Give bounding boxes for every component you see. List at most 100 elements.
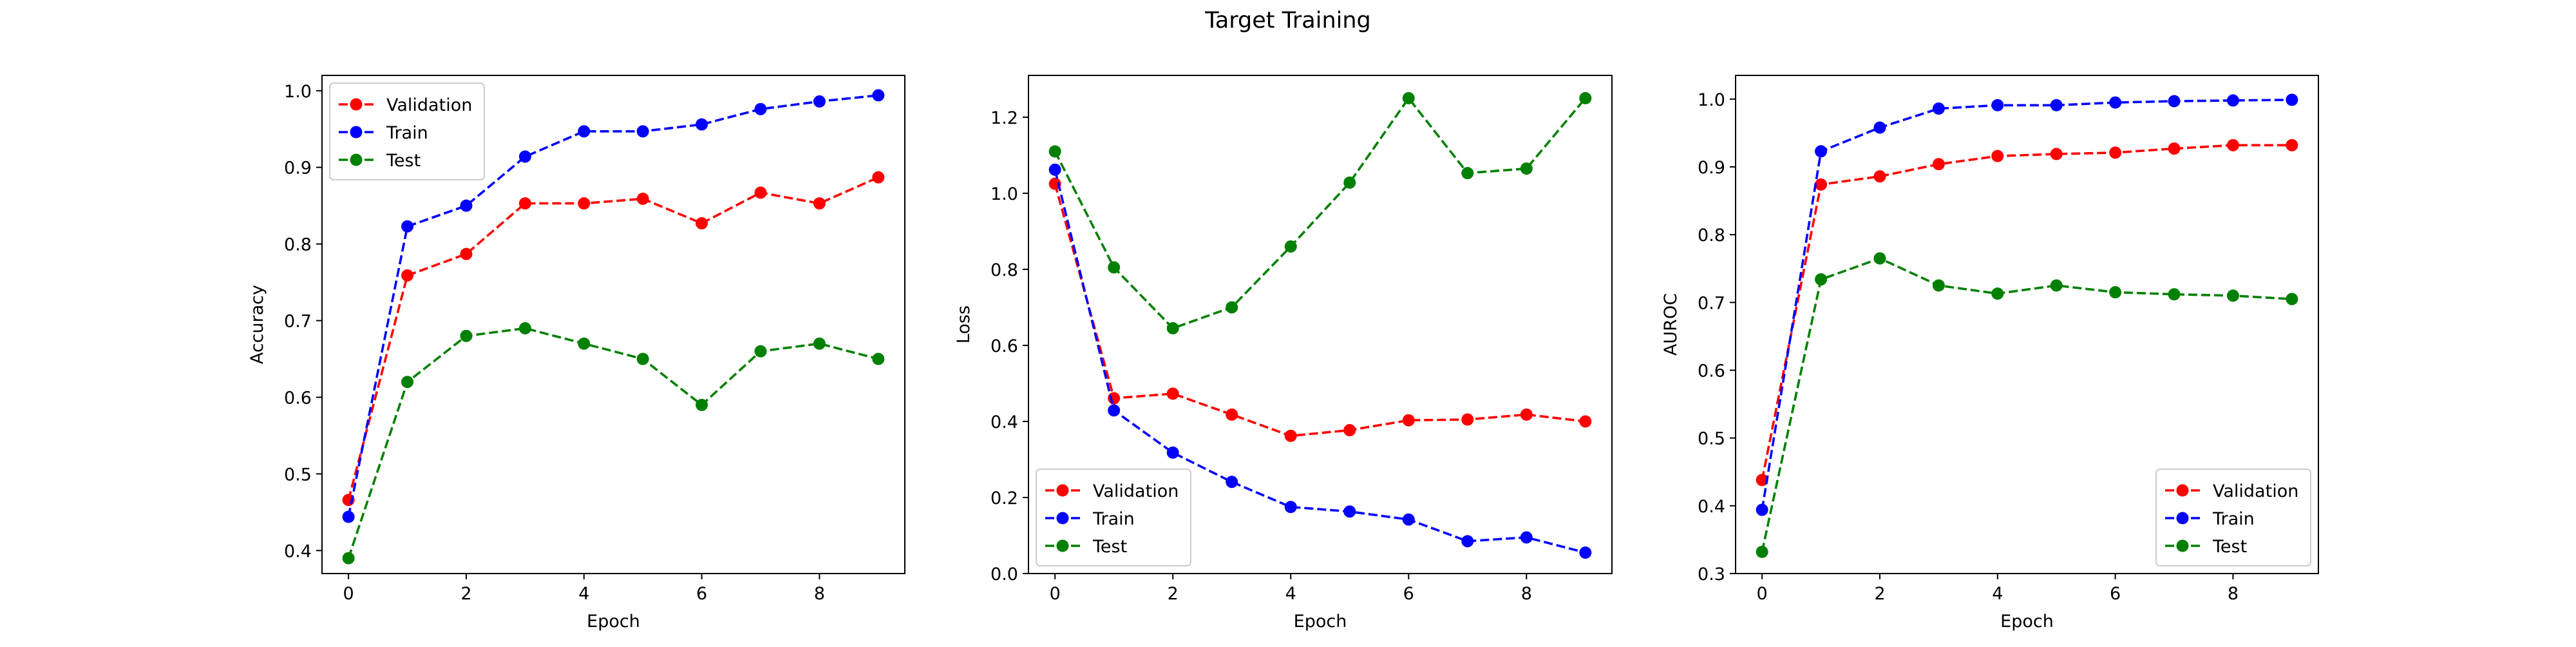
y-tick-label: 0.9 xyxy=(1698,158,1725,178)
x-tick-label: 0 xyxy=(343,584,354,604)
data-point-validation xyxy=(578,197,591,210)
x-tick-label: 2 xyxy=(1168,584,1179,604)
data-point-validation xyxy=(872,171,885,184)
data-point-validation xyxy=(1932,158,1945,171)
data-point-test xyxy=(2050,279,2063,292)
legend: Validation Train Test xyxy=(329,82,485,180)
data-point-validation xyxy=(2050,148,2063,160)
x-tick-label: 0 xyxy=(1757,584,1768,604)
data-point-test xyxy=(1343,176,1356,189)
y-tick-label: 0.6 xyxy=(1698,361,1725,381)
data-point-validation xyxy=(1108,392,1121,405)
series-line-train xyxy=(347,94,879,517)
x-tick-label: 2 xyxy=(460,584,471,604)
data-point-train xyxy=(2109,96,2122,109)
y-tick-label: 0.2 xyxy=(990,488,1018,508)
data-point-train xyxy=(1226,476,1238,488)
legend-label-train: Train xyxy=(2212,509,2255,529)
data-point-test xyxy=(1815,273,1828,286)
data-point-validation xyxy=(1991,150,2004,162)
legend-label-test: Test xyxy=(1092,537,1127,557)
series-line-test xyxy=(347,327,879,559)
data-point-test xyxy=(1873,252,1886,265)
data-point-test xyxy=(1402,92,1415,104)
chart-panel-3: 0 2 4 6 8 0.3 0.4 0.5 0.6 0.7 0.8 0.9 1.0 Epoch AUROC V… xyxy=(1661,75,2319,632)
data-point-test xyxy=(2109,286,2122,299)
data-point-test xyxy=(1284,240,1297,253)
data-point-validation xyxy=(1343,424,1356,437)
legend-marker-validation xyxy=(350,98,363,111)
data-point-train xyxy=(1108,404,1121,417)
x-tick-label: 0 xyxy=(1050,584,1061,604)
axes-frame xyxy=(321,75,905,574)
chart-panel-1: 0 2 4 6 8 0.4 0.5 0.6 0.7 0.8 0.9 1.0 Epoch Accuracy V… xyxy=(247,75,905,632)
data-point-train xyxy=(518,150,531,163)
data-point-train xyxy=(1461,535,1474,548)
legend-label-validation: Validation xyxy=(386,95,472,115)
data-point-test xyxy=(1461,167,1474,180)
data-point-test xyxy=(1579,92,1592,104)
data-point-test xyxy=(401,376,414,389)
series-line-validation xyxy=(347,176,879,501)
data-point-validation xyxy=(636,192,649,205)
y-tick-label: 0.7 xyxy=(1698,293,1725,313)
x-tick-label: 8 xyxy=(814,584,825,604)
data-point-validation xyxy=(1520,408,1533,421)
y-tick-label: 0.6 xyxy=(284,388,312,408)
y-tick-label: 0.9 xyxy=(284,159,312,179)
y-tick-label: 0.5 xyxy=(1698,429,1725,449)
legend-label-train: Train xyxy=(386,123,428,143)
chart-panel-2: 0 2 4 6 8 0.0 0.2 0.4 0.6 0.8 1.0 1.2 Epoch Loss Valid… xyxy=(954,75,1613,632)
x-axis-label: Epoch xyxy=(587,612,640,632)
data-point-train xyxy=(1873,121,1886,134)
y-tick-label: 1.0 xyxy=(284,82,312,102)
x-tick-label: 4 xyxy=(1992,584,2003,604)
data-point-train xyxy=(2286,93,2298,106)
data-point-test xyxy=(2286,293,2298,305)
data-point-train xyxy=(1815,145,1828,158)
x-tick-label: 2 xyxy=(1874,584,1885,604)
data-point-test xyxy=(460,329,473,342)
data-point-validation xyxy=(1815,178,1828,191)
y-tick-label: 0.4 xyxy=(284,541,312,561)
data-point-train xyxy=(1991,99,2004,111)
y-tick-label: 0.6 xyxy=(990,336,1018,356)
data-point-test xyxy=(578,337,591,350)
data-point-test xyxy=(754,345,767,358)
data-point-train xyxy=(1579,546,1592,559)
legend-marker-train xyxy=(2176,512,2189,525)
legend: Validation Train Test xyxy=(2155,468,2311,566)
data-point-test xyxy=(813,337,826,350)
data-point-test xyxy=(1520,162,1533,175)
y-tick-label: 0.7 xyxy=(284,312,312,332)
y-tick-label: 0.4 xyxy=(990,412,1018,432)
data-point-validation xyxy=(2109,146,2122,159)
legend-marker-test xyxy=(350,153,363,166)
data-point-validation xyxy=(2226,139,2239,151)
series-line-train xyxy=(1761,99,2292,510)
data-point-train xyxy=(1520,531,1533,544)
x-axis-label: Epoch xyxy=(2000,612,2054,632)
data-point-train xyxy=(401,220,414,233)
legend-box xyxy=(329,82,485,180)
x-tick-label: 6 xyxy=(696,584,707,604)
data-point-train xyxy=(813,95,826,108)
data-point-validation xyxy=(813,197,826,210)
data-point-validation xyxy=(2286,139,2298,151)
data-point-train xyxy=(1166,446,1179,459)
data-point-train xyxy=(1343,505,1356,518)
x-tick-label: 6 xyxy=(2110,584,2121,604)
y-axis-label: Loss xyxy=(954,305,974,343)
data-point-validation xyxy=(1873,170,1886,183)
figure-title: Target Training xyxy=(1205,8,1371,34)
legend-marker-train xyxy=(1056,512,1069,525)
data-point-validation xyxy=(1579,415,1592,428)
series-line-test xyxy=(1054,96,1587,330)
data-point-validation xyxy=(518,197,531,210)
data-point-validation xyxy=(1284,429,1297,442)
data-point-test xyxy=(342,552,355,565)
legend-marker-test xyxy=(1056,539,1069,552)
legend-label-validation: Validation xyxy=(1093,481,1179,501)
axes-frame xyxy=(1735,75,2319,574)
